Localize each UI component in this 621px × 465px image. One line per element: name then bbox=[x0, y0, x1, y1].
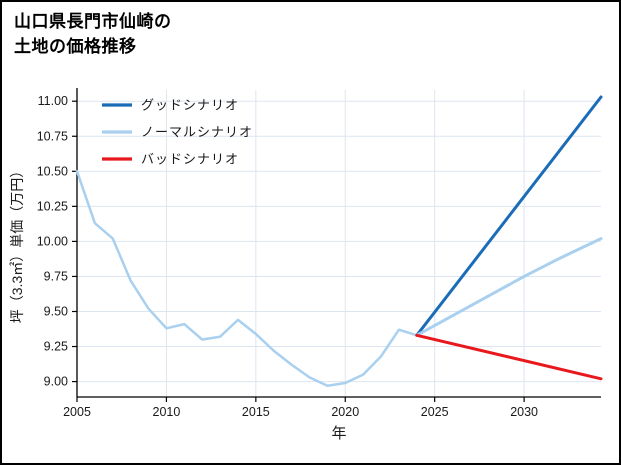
y-tick-label: 10.50 bbox=[37, 164, 68, 178]
x-tick-label: 2010 bbox=[153, 405, 181, 419]
x-tick-label: 2025 bbox=[421, 405, 449, 419]
series-line-bad bbox=[415, 333, 603, 381]
legend-label-1: ノーマルシナリオ bbox=[141, 125, 253, 140]
y-tick-label: 9.75 bbox=[44, 269, 68, 283]
legend-label-0: グッドシナリオ bbox=[141, 98, 239, 113]
series-line-actual bbox=[75, 170, 419, 388]
series-line-good bbox=[415, 95, 603, 337]
x-tick-label: 2005 bbox=[63, 405, 91, 419]
chart-title-line2: 土地の価格推移 bbox=[14, 36, 137, 56]
y-tick-label: 10.75 bbox=[37, 129, 68, 143]
y-tick-label: 10.00 bbox=[37, 234, 68, 248]
y-tick-label: 9.25 bbox=[44, 340, 68, 354]
y-tick-label: 9.00 bbox=[44, 375, 68, 389]
y-tick-label: 11.00 bbox=[38, 94, 68, 108]
x-tick-label: 2015 bbox=[242, 405, 270, 419]
chart-title-line1: 山口県長門市仙崎の bbox=[14, 12, 172, 31]
y-axis-title: 坪（3.3㎡）単価（万円） bbox=[9, 164, 25, 323]
chart-title: 山口県長門市仙崎の 土地の価格推移 bbox=[14, 10, 172, 59]
legend-label-2: バッドシナリオ bbox=[141, 152, 239, 167]
x-tick-label: 2030 bbox=[510, 405, 538, 419]
x-axis-title: 年 bbox=[331, 425, 346, 442]
series-line-normal bbox=[415, 237, 603, 337]
y-tick-label: 9.50 bbox=[44, 304, 68, 318]
x-tick-label: 2020 bbox=[331, 405, 359, 419]
y-tick-label: 10.25 bbox=[37, 199, 68, 213]
gridlines bbox=[77, 90, 601, 397]
